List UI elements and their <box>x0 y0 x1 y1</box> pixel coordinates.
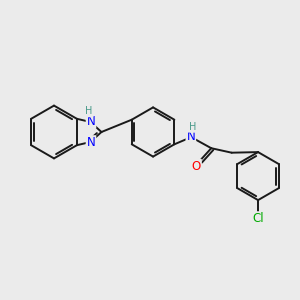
Text: N: N <box>187 130 195 143</box>
Text: O: O <box>192 160 201 173</box>
Text: H: H <box>189 122 196 132</box>
Text: H: H <box>85 106 93 116</box>
Text: N: N <box>87 136 95 149</box>
Text: Cl: Cl <box>252 212 264 225</box>
Text: N: N <box>87 115 95 128</box>
